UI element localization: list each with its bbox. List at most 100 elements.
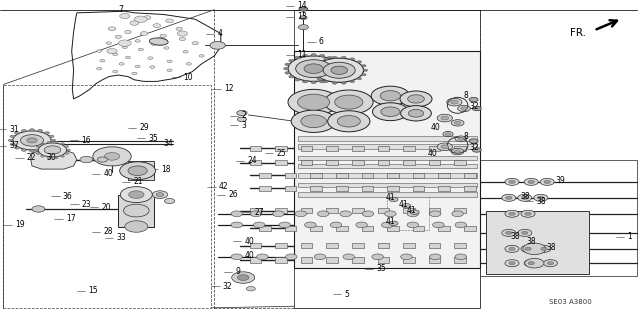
Circle shape	[38, 149, 43, 152]
Text: 38: 38	[536, 197, 546, 206]
Circle shape	[505, 178, 519, 185]
Text: 32: 32	[470, 102, 479, 111]
Text: 23: 23	[82, 200, 92, 209]
Circle shape	[38, 130, 43, 132]
Circle shape	[20, 135, 44, 146]
Circle shape	[327, 78, 332, 81]
Bar	[275, 257, 287, 263]
Circle shape	[296, 60, 332, 78]
Circle shape	[21, 130, 26, 132]
Circle shape	[547, 262, 554, 265]
Circle shape	[65, 145, 69, 147]
Text: 37: 37	[10, 141, 19, 150]
Bar	[454, 146, 466, 151]
Circle shape	[502, 229, 516, 236]
Circle shape	[300, 16, 307, 19]
Bar	[259, 226, 271, 231]
Circle shape	[337, 63, 342, 66]
Circle shape	[509, 262, 515, 265]
Circle shape	[279, 222, 291, 228]
Circle shape	[323, 62, 355, 78]
Bar	[310, 186, 322, 191]
Bar	[352, 243, 364, 248]
Circle shape	[120, 187, 152, 203]
Circle shape	[138, 48, 143, 51]
Bar	[438, 186, 450, 191]
Circle shape	[49, 135, 54, 138]
Circle shape	[284, 67, 289, 70]
Circle shape	[304, 64, 323, 73]
Circle shape	[522, 196, 528, 199]
Circle shape	[104, 152, 120, 160]
Circle shape	[150, 66, 155, 68]
Circle shape	[179, 37, 186, 41]
Circle shape	[298, 25, 308, 30]
Circle shape	[380, 91, 401, 101]
Circle shape	[455, 136, 467, 142]
Circle shape	[509, 180, 515, 183]
Text: 40: 40	[428, 149, 437, 158]
Bar	[413, 226, 424, 231]
Circle shape	[61, 155, 65, 157]
Bar	[285, 226, 296, 231]
Circle shape	[164, 198, 175, 204]
Circle shape	[544, 180, 550, 183]
Circle shape	[186, 63, 191, 65]
Circle shape	[199, 55, 204, 57]
Circle shape	[339, 67, 344, 70]
Circle shape	[176, 27, 182, 30]
Circle shape	[61, 143, 65, 145]
Circle shape	[521, 245, 535, 252]
Bar	[326, 257, 338, 263]
Circle shape	[538, 196, 544, 199]
Circle shape	[231, 211, 243, 217]
Text: 34: 34	[164, 139, 173, 148]
Circle shape	[299, 7, 308, 11]
Text: 17: 17	[66, 214, 76, 223]
Bar	[464, 186, 476, 191]
Circle shape	[445, 133, 451, 135]
Bar	[298, 156, 477, 160]
Text: 32: 32	[470, 143, 479, 152]
Text: 7: 7	[118, 5, 124, 14]
Text: 1: 1	[627, 232, 632, 241]
Bar	[250, 146, 261, 151]
Circle shape	[303, 54, 308, 57]
Circle shape	[317, 61, 321, 63]
Circle shape	[38, 143, 67, 157]
Circle shape	[113, 53, 118, 56]
Circle shape	[362, 74, 366, 76]
Circle shape	[153, 24, 161, 27]
Circle shape	[469, 97, 478, 102]
Circle shape	[342, 82, 346, 84]
Circle shape	[312, 65, 317, 67]
Bar	[438, 226, 450, 231]
Circle shape	[408, 109, 424, 117]
Text: 9: 9	[236, 267, 241, 276]
Bar	[326, 146, 338, 151]
Circle shape	[330, 222, 342, 228]
Circle shape	[130, 21, 139, 25]
Bar	[362, 226, 373, 231]
Bar	[275, 208, 287, 213]
Polygon shape	[31, 150, 77, 169]
Circle shape	[152, 191, 168, 198]
Bar	[352, 160, 364, 165]
Circle shape	[324, 90, 373, 114]
Bar	[362, 186, 373, 191]
Circle shape	[509, 212, 515, 215]
Circle shape	[324, 80, 328, 83]
Bar	[454, 243, 466, 248]
Circle shape	[311, 54, 316, 56]
Bar	[352, 257, 364, 263]
Circle shape	[333, 75, 339, 78]
Circle shape	[124, 204, 149, 217]
Text: 3: 3	[241, 121, 246, 130]
Circle shape	[301, 115, 326, 128]
Bar	[326, 160, 338, 165]
Circle shape	[295, 211, 307, 217]
Bar	[250, 257, 261, 263]
Circle shape	[317, 78, 321, 80]
Circle shape	[317, 211, 329, 217]
Text: FR.: FR.	[570, 28, 586, 38]
